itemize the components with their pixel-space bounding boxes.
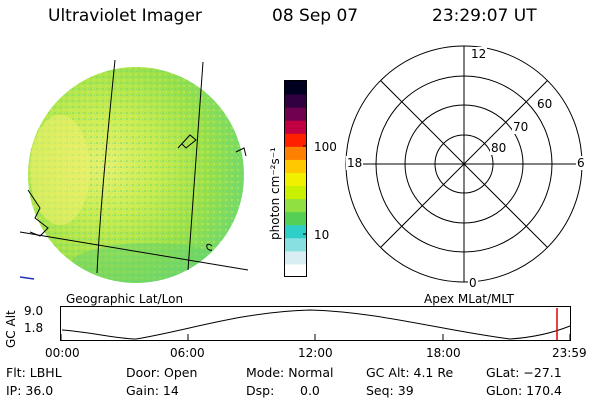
- date-label: 08 Sep 07: [272, 6, 359, 26]
- glat-info: GLat: −27.1: [486, 365, 562, 380]
- gc-alt-info: GC Alt: 4.1 Re: [366, 365, 454, 380]
- gain-info: Gain: 14: [126, 383, 179, 398]
- altitude-curve: [61, 309, 571, 340]
- colorbar-cell: [285, 237, 306, 252]
- mlt-line-diag: [380, 80, 548, 248]
- altitude-xtick-4: 23:59: [552, 346, 587, 360]
- coastline: [235, 147, 247, 157]
- longitude-line: [187, 61, 204, 271]
- mlt-label-0: 0: [468, 276, 478, 290]
- geo-panel-caption: Geographic Lat/Lon: [66, 292, 184, 306]
- coastline: [177, 134, 197, 149]
- offdisk-artifact: [19, 276, 35, 280]
- colorbar-cell: [285, 211, 306, 226]
- altitude-ytick-min: 1.8: [24, 321, 44, 335]
- colorbar-cell: [285, 133, 306, 147]
- colorbar-unit-label: photon cm⁻²s⁻¹: [268, 147, 282, 240]
- lat-label-70: 70: [512, 120, 530, 134]
- altitude-ylabel: GC Alt: [4, 310, 18, 348]
- colorbar-cell: [285, 224, 306, 239]
- lat-label-80: 80: [490, 141, 508, 155]
- polar-grid-panel: [345, 45, 583, 283]
- altitude-xtick-1: 06:00: [170, 346, 205, 360]
- colorbar-tick-100: 100: [314, 140, 337, 154]
- colorbar-cell: [285, 120, 306, 134]
- door-info: Door: Open: [126, 365, 198, 380]
- colorbar-cell: [285, 107, 306, 121]
- altitude-xtick-2: 12:00: [298, 346, 333, 360]
- glon-info: GLon: 170.4: [486, 383, 562, 398]
- latitude-line: [19, 231, 249, 271]
- mlt-label-18: 18: [346, 156, 364, 170]
- altitude-plot: [60, 306, 571, 341]
- dsp-label: Dsp:: [246, 383, 275, 398]
- colorbar-tick-10: 10: [314, 228, 330, 242]
- colorbar-cell: [285, 185, 306, 200]
- longitude-line: [96, 59, 116, 274]
- contour-line: [206, 243, 213, 251]
- polar-panel-caption: Apex MLat/MLT: [424, 292, 514, 306]
- colorbar-cell: [285, 159, 306, 173]
- colorbar-cell: [285, 198, 306, 213]
- altitude-plot-frame: [60, 306, 571, 341]
- colorbar-cell: [285, 94, 306, 108]
- instrument-title: Ultraviolet Imager: [48, 6, 202, 26]
- filter-info: Flt: LBHL: [6, 365, 62, 380]
- colorbar-cell: [285, 263, 306, 278]
- colorbar-cell: [285, 172, 306, 187]
- mlt-label-6: 6: [576, 156, 586, 170]
- coastline: [27, 189, 49, 237]
- altitude-xtick-0: 00:00: [45, 346, 80, 360]
- ip-info: IP: 36.0: [6, 383, 54, 398]
- geo-image-panel: [19, 59, 249, 283]
- time-label: 23:29:07 UT: [432, 6, 537, 26]
- seq-info: Seq: 39: [366, 383, 414, 398]
- altitude-ytick-max: 9.0: [24, 304, 44, 318]
- mlt-label-12: 12: [470, 47, 488, 61]
- colorbar-cell: [285, 81, 306, 95]
- lat-label-60: 60: [536, 97, 554, 111]
- altitude-xtick-3: 18:00: [426, 346, 461, 360]
- mode-info: Mode: Normal: [246, 365, 334, 380]
- colorbar: [284, 80, 307, 278]
- dsp-value: 0.0: [300, 383, 320, 398]
- colorbar-cell: [285, 250, 306, 265]
- colorbar-cell: [285, 146, 306, 160]
